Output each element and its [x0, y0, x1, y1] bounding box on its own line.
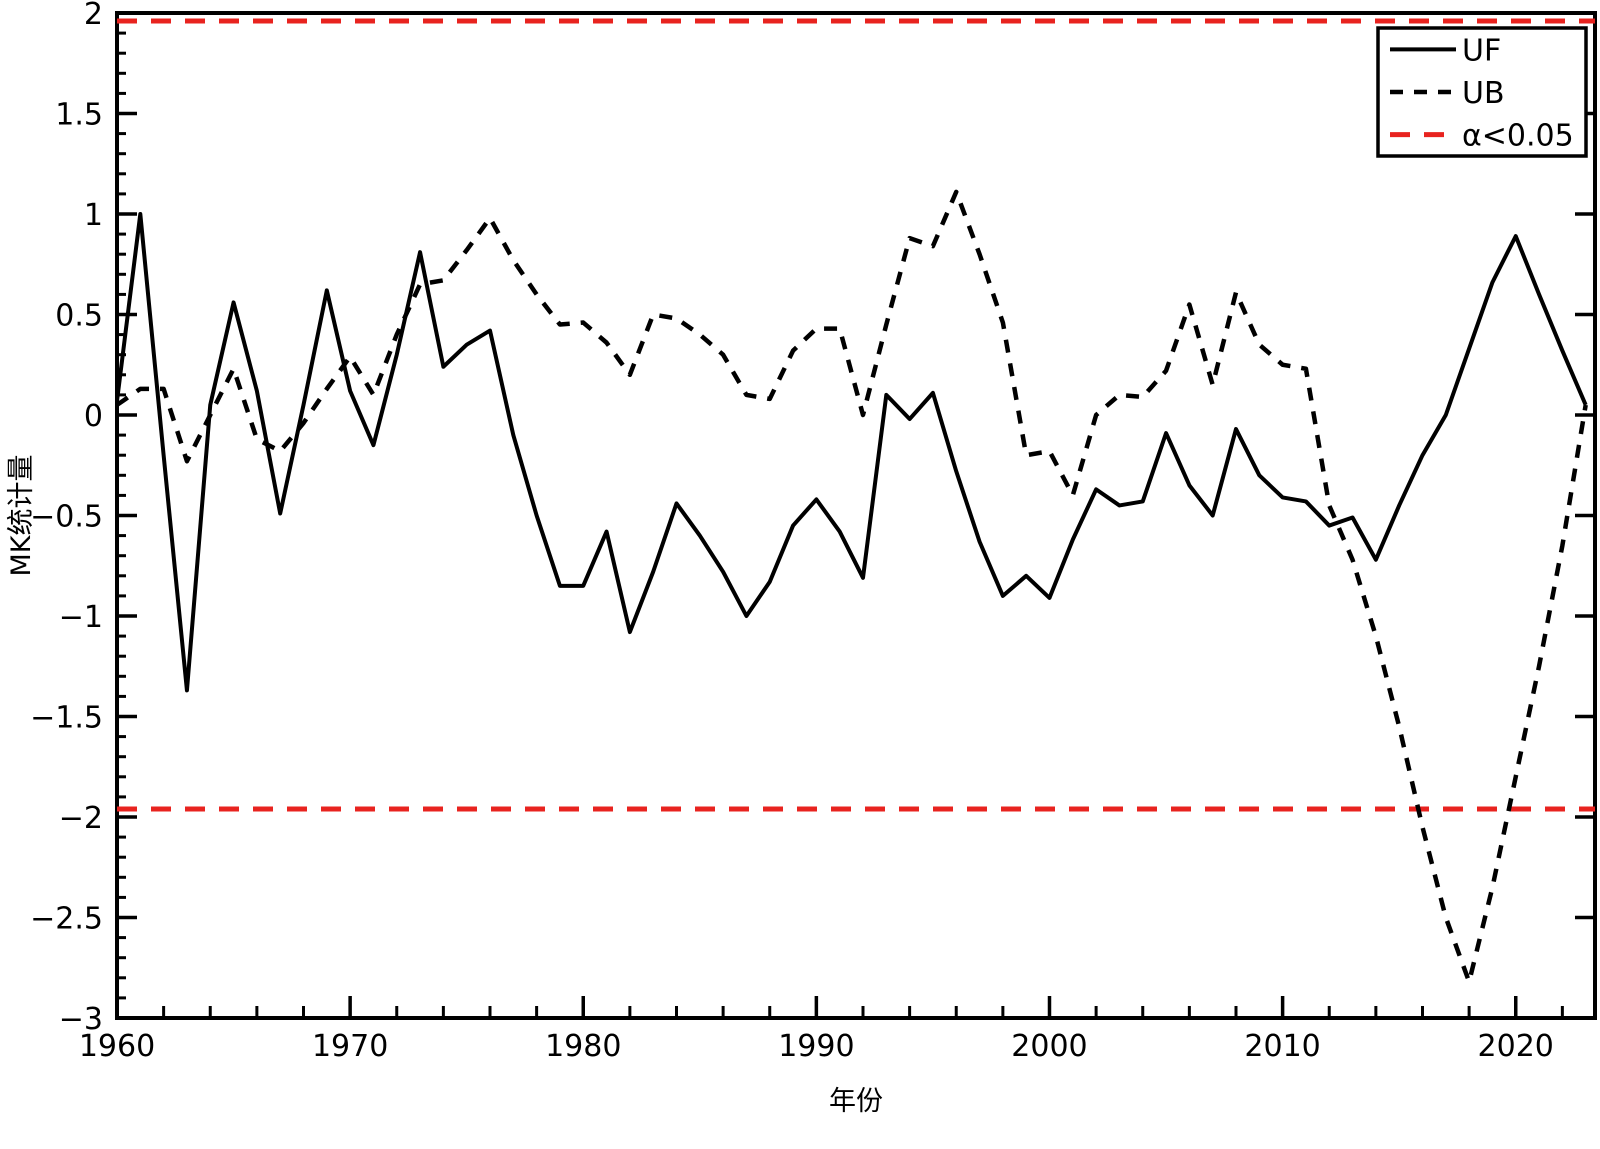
- y-tick-label: −1.5: [30, 701, 103, 736]
- legend-entry-0-05[interactable]: α<0.05: [1390, 119, 1574, 154]
- y-tick-label: 1.5: [55, 98, 103, 133]
- axis-labels: 1960 1970 1980 1990 2000 2010 2020 −3 −2.5 −2 −1.5…: [6, 0, 1554, 1117]
- x-tick-label: 1980: [545, 1029, 621, 1064]
- legend-entry-ub[interactable]: UB: [1390, 76, 1505, 111]
- axes: [115, 11, 1597, 1020]
- y-tick-label: −1: [59, 600, 103, 635]
- y-tick-label: 2: [84, 0, 103, 32]
- legend-label: UF: [1462, 33, 1501, 68]
- x-tick-label: 2010: [1244, 1029, 1320, 1064]
- x-tick-label: 1990: [778, 1029, 854, 1064]
- x-tick-label: 1970: [312, 1029, 388, 1064]
- data-series: [115, 18, 1595, 985]
- plot-frame: [115, 11, 1597, 1020]
- chart-legend[interactable]: UF UB α<0.05: [1376, 26, 1588, 158]
- y-tick-label: −3: [59, 1002, 103, 1037]
- series-line-uf: [115, 212, 1588, 693]
- x-tick-label: 2020: [1478, 1029, 1554, 1064]
- y-tick-label: −2.5: [30, 902, 103, 937]
- legend-label: α<0.05: [1462, 119, 1574, 154]
- y-tick-label: −0.5: [30, 500, 103, 535]
- y-tick-label: 0.5: [55, 299, 103, 334]
- y-axis-title: MK统计量: [6, 454, 37, 576]
- y-tick-label: −2: [59, 801, 103, 836]
- x-tick-label: 2000: [1011, 1029, 1087, 1064]
- x-tick-label: 1960: [79, 1029, 155, 1064]
- y-tick-label: 0: [84, 399, 103, 434]
- y-tick-label: 1: [84, 198, 103, 233]
- series-line-ub: [115, 189, 1588, 985]
- legend-entry-uf[interactable]: UF: [1390, 33, 1501, 68]
- x-axis-title: 年份: [829, 1086, 883, 1117]
- legend-label: UB: [1462, 76, 1505, 111]
